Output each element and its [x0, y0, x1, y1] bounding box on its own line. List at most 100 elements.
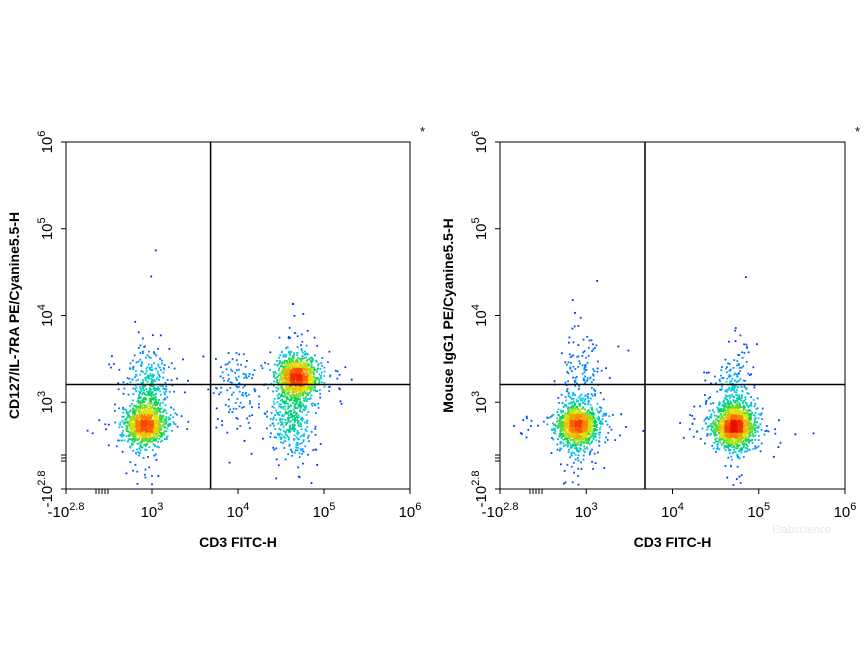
event-dot — [604, 414, 607, 417]
event-dot — [728, 442, 731, 445]
event-dot — [137, 399, 139, 402]
event-dot — [276, 375, 279, 378]
event-dot — [301, 390, 304, 393]
event-dot — [135, 409, 137, 412]
event-dot — [290, 428, 293, 431]
event-dot — [521, 432, 523, 435]
event-dot — [133, 416, 136, 419]
event-dot — [128, 410, 131, 413]
event-dot — [590, 442, 593, 444]
event-dot — [566, 422, 568, 425]
event-dot — [703, 371, 705, 374]
event-dot — [556, 427, 559, 429]
event-dot — [570, 465, 573, 468]
event-dot — [303, 350, 306, 353]
event-dot — [132, 407, 135, 410]
event-dot — [591, 394, 594, 397]
event-dot — [555, 425, 558, 428]
event-dot — [774, 428, 776, 431]
event-dot — [567, 421, 570, 424]
event-dot — [559, 442, 562, 445]
event-dot — [154, 399, 157, 401]
event-dot — [608, 415, 611, 418]
event-dot — [300, 349, 303, 352]
event-dot — [569, 356, 572, 358]
event-dot — [584, 437, 587, 440]
event-dot — [226, 363, 229, 365]
event-dot — [154, 403, 157, 405]
event-dot — [304, 368, 306, 371]
event-dot — [292, 390, 295, 393]
event-dot — [249, 427, 251, 430]
event-dot — [294, 417, 297, 420]
event-dot — [130, 428, 133, 430]
event-dot — [148, 409, 150, 411]
event-dot — [225, 368, 228, 371]
event-dot — [216, 418, 219, 420]
event-dot — [750, 423, 753, 426]
event-dot — [576, 382, 578, 385]
event-dot — [752, 448, 755, 450]
event-dot — [134, 413, 136, 416]
event-dot — [307, 376, 310, 379]
event-dot — [285, 347, 287, 350]
event-dot — [138, 412, 140, 415]
event-dot — [238, 405, 241, 408]
event-dot — [131, 442, 133, 445]
event-dot — [279, 436, 282, 439]
event-dot — [287, 374, 290, 376]
event-dot — [163, 422, 166, 425]
event-dot — [745, 276, 747, 279]
event-dot — [750, 373, 752, 376]
event-dot — [236, 398, 239, 400]
event-dot — [323, 366, 326, 369]
event-dot — [141, 399, 144, 402]
event-dot — [251, 406, 253, 409]
event-dot — [285, 400, 287, 403]
event-dot — [756, 397, 759, 400]
event-dot — [578, 447, 581, 450]
event-dot — [709, 434, 712, 436]
event-dot — [236, 369, 238, 372]
event-dot — [642, 430, 645, 432]
event-dot — [593, 370, 596, 373]
event-dot — [291, 376, 294, 379]
event-dot — [227, 398, 230, 401]
event-dot — [318, 380, 321, 383]
event-dot — [742, 456, 745, 458]
event-dot — [241, 406, 244, 409]
event-dot — [219, 391, 222, 394]
event-dot — [284, 382, 286, 384]
event-dot — [741, 395, 743, 398]
event-dot — [153, 443, 156, 446]
event-dot — [705, 416, 708, 419]
event-dot — [601, 422, 604, 425]
event-dot — [552, 438, 555, 441]
event-dot — [566, 416, 569, 419]
event-dot — [296, 437, 299, 440]
event-dot — [591, 413, 593, 416]
event-dot — [295, 358, 298, 361]
event-dot — [123, 408, 126, 411]
event-dot — [565, 384, 568, 387]
event-dot — [289, 387, 291, 390]
event-dot — [750, 413, 753, 416]
event-dot — [134, 376, 136, 379]
event-dot — [739, 404, 741, 407]
event-dot — [279, 419, 281, 422]
event-dot — [281, 382, 284, 385]
event-dot — [132, 449, 135, 452]
event-dot — [748, 438, 750, 441]
event-dot — [237, 386, 240, 388]
event-dot — [597, 451, 599, 454]
event-dot — [142, 379, 144, 381]
event-dot — [745, 443, 747, 445]
event-dot — [717, 429, 720, 432]
event-dot — [132, 469, 134, 472]
event-dot — [742, 440, 744, 443]
event-dot — [736, 373, 738, 376]
event-dot — [142, 389, 145, 392]
event-dot — [127, 393, 130, 396]
event-dot — [155, 416, 158, 418]
event-dot — [715, 415, 718, 417]
